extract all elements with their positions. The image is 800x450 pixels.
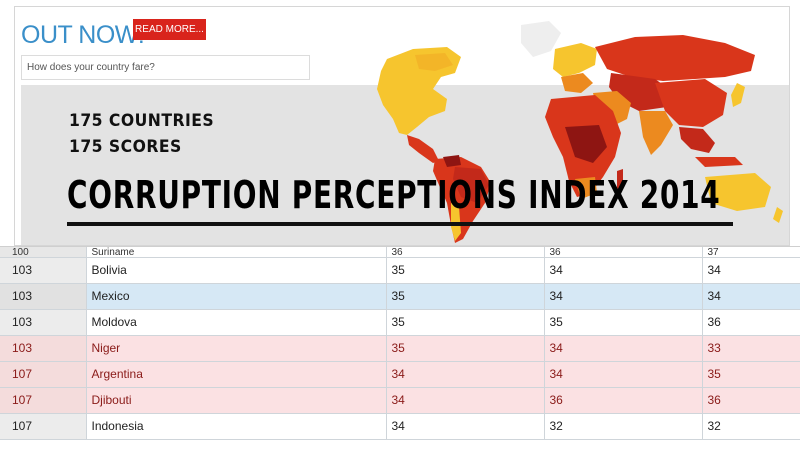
map-venezuela [443,155,461,167]
rank-cell: 100 [0,247,87,258]
country-cell: Suriname [86,247,387,258]
map-canada-shadow [415,53,453,71]
score-cell: 34 [544,361,703,388]
countries-count: 175 COUNTRIES [69,111,215,131]
country-cell: Niger [86,335,387,362]
out-now-title: OUT NOW! [21,21,145,49]
country-cell: Djibouti [86,387,387,414]
score-cell: 35 [702,361,800,388]
score-cell: 32 [702,413,800,440]
rank-cell: 103 [0,335,87,362]
score-cell: 34 [544,257,703,284]
score-cell: 35 [544,309,703,336]
map-southeast-asia [679,127,715,153]
table-row[interactable]: 103 Bolivia 35 34 34 [0,257,800,284]
score-cell: 36 [544,247,703,258]
map-africa-central [565,125,607,163]
cpi-banner: OUT NOW! READ MORE... How does your coun… [14,6,790,246]
table-row[interactable]: 103 Mexico 35 34 34 [0,283,800,310]
score-cell: 34 [702,283,800,310]
score-cell: 37 [702,247,800,258]
country-cell: Indonesia [86,413,387,440]
score-cell: 34 [702,257,800,284]
map-brazil [453,167,489,203]
rank-cell: 107 [0,387,87,414]
rankings-table: 100 Suriname 36 36 37 103 Bolivia 35 34 34 103 Mexi… [0,246,800,450]
score-cell: 36 [544,387,703,414]
score-cell: 34 [386,361,545,388]
index-headline: CORRUPTION PERCEPTIONS INDEX 2014 [67,173,721,217]
read-more-button[interactable]: READ MORE... [133,19,206,40]
rank-cell: 103 [0,283,87,310]
map-new-zealand [773,207,783,223]
map-europe [553,43,597,77]
score-cell: 36 [386,247,545,258]
map-australia [705,173,771,211]
scores-count: 175 SCORES [69,137,182,157]
score-cell: 35 [386,283,545,310]
map-indonesia [695,157,743,167]
map-russia [595,35,755,81]
country-cell: Moldova [86,309,387,336]
country-cell: Bolivia [86,257,387,284]
score-cell: 36 [702,309,800,336]
map-southern-europe [561,73,593,93]
map-madagascar [617,169,623,189]
country-cell: Argentina [86,361,387,388]
search-placeholder: How does your country fare? [27,62,155,73]
rankings-table-body: 100 Suriname 36 36 37 103 Bolivia 35 34 34 103 Mexi… [0,247,800,440]
map-india [639,111,673,155]
rank-cell: 107 [0,361,87,388]
score-cell: 32 [544,413,703,440]
score-cell: 35 [386,335,545,362]
table-row[interactable]: 107 Indonesia 34 32 32 [0,413,800,440]
score-cell: 36 [702,387,800,414]
map-japan [731,83,745,107]
score-cell: 35 [386,257,545,284]
world-map-image [377,21,783,243]
table-row[interactable]: 107 Djibouti 34 36 36 [0,387,800,414]
rank-cell: 103 [0,257,87,284]
table-row[interactable]: 103 Moldova 35 35 36 [0,309,800,336]
table-row[interactable]: 100 Suriname 36 36 37 [0,247,800,258]
score-cell: 35 [386,309,545,336]
country-cell: Mexico [86,283,387,310]
score-cell: 34 [386,413,545,440]
headline-underline [67,222,733,226]
score-cell: 34 [386,387,545,414]
table-row[interactable]: 103 Niger 35 34 33 [0,335,800,362]
map-south-africa [575,177,597,199]
map-central-america [407,135,439,163]
rank-cell: 107 [0,413,87,440]
map-greenland [521,21,561,57]
country-search-input[interactable]: How does your country fare? [21,55,310,80]
score-cell: 34 [544,283,703,310]
score-cell: 33 [702,335,800,362]
rank-cell: 103 [0,309,87,336]
table-row[interactable]: 107 Argentina 34 34 35 [0,361,800,388]
map-china [655,79,727,127]
score-cell: 34 [544,335,703,362]
